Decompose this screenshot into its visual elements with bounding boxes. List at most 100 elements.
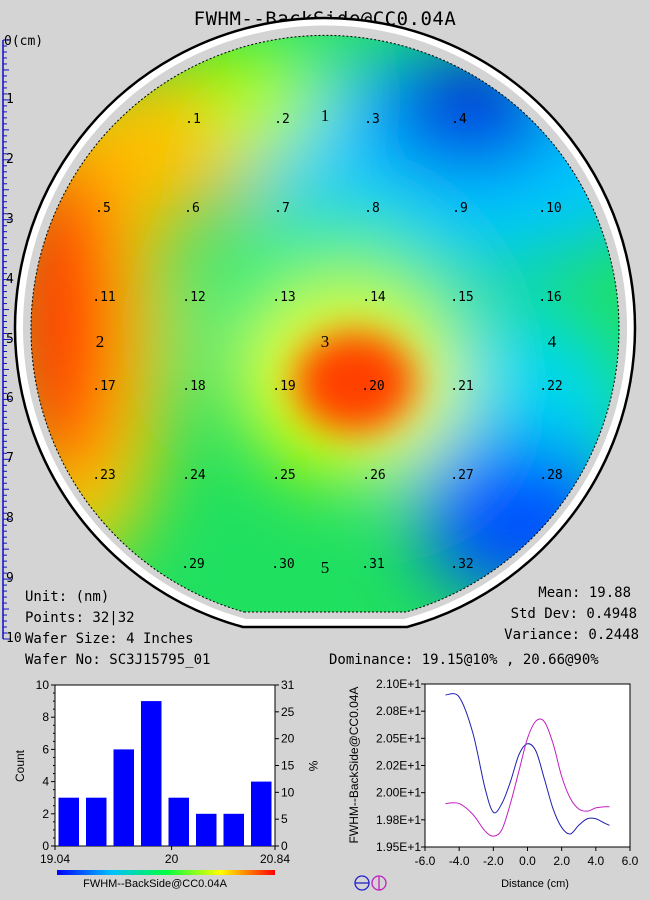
histogram-bar[interactable] — [196, 813, 217, 846]
histogram-x-tick-label: 20 — [165, 852, 179, 866]
ruler-unit-label: 0(cm) — [4, 34, 44, 49]
mean-value: Mean: 19.88 — [538, 585, 631, 601]
region-label: 5 — [321, 558, 330, 577]
measurement-point[interactable]: .29 — [181, 557, 204, 572]
profile-y-tick-label: 2.10E+1 — [376, 677, 421, 691]
profile-series-line — [445, 718, 610, 837]
ruler-tick-label: 10 — [6, 631, 22, 646]
measurement-point[interactable]: .26 — [362, 468, 385, 483]
profile-x-tick-label: 0.0 — [519, 854, 536, 868]
histogram-y-axis-label: Count — [13, 749, 27, 782]
histogram-bar[interactable] — [223, 813, 245, 846]
region-label: 3 — [321, 332, 330, 351]
measurement-point[interactable]: .19 — [272, 379, 295, 394]
profile-x-tick-label: 6.0 — [622, 854, 639, 868]
histogram-y2-tick-label: 20 — [281, 732, 295, 746]
histogram-y2-tick-label: 31 — [281, 678, 295, 692]
ruler-tick-label: 8 — [6, 511, 14, 527]
measurement-point[interactable]: .12 — [182, 290, 205, 305]
wafer-heatmap — [31, 35, 620, 612]
histogram-y2-tick-label: 10 — [281, 785, 295, 799]
histogram-bar[interactable] — [141, 701, 162, 846]
histogram-y-tick-label: 8 — [42, 710, 49, 724]
profile-y-tick-label: 2.08E+1 — [376, 704, 421, 718]
measurement-point[interactable]: .22 — [539, 379, 562, 394]
histogram-y-tick-label: 0 — [42, 839, 49, 853]
histogram-x-axis-label: FWHM--BackSide@CC0.04A — [83, 878, 227, 890]
measurement-point[interactable]: .2 — [274, 112, 290, 127]
measurement-point[interactable]: .3 — [364, 112, 380, 127]
region-label: 2 — [96, 332, 105, 351]
ruler-tick-label: 6 — [6, 391, 14, 407]
profile-y-tick-label: 2.02E+1 — [376, 759, 421, 773]
ruler-tick-label: 3 — [6, 211, 14, 227]
measurement-point[interactable]: .14 — [362, 290, 386, 305]
profile-x-tick-label: -6.0 — [415, 854, 436, 868]
measurement-point[interactable]: .28 — [539, 468, 562, 483]
measurement-point[interactable]: .15 — [450, 290, 473, 305]
wafer-size: Wafer Size: 4 Inches — [25, 631, 194, 647]
histogram-bar[interactable] — [168, 797, 190, 846]
measurement-point[interactable]: .10 — [538, 201, 561, 216]
ruler-tick-label: 4 — [6, 271, 14, 287]
histogram-bar[interactable] — [251, 781, 272, 846]
color-scale-bar — [57, 870, 275, 875]
histogram-x-tick-label: 20.84 — [260, 852, 290, 866]
measurement-point[interactable]: .16 — [538, 290, 561, 305]
profile-line-chart[interactable]: 1.95E+1 1.98E+1 2.00E+1 2.02E+1 2.05E+1 2.08E… — [330, 670, 650, 895]
measurement-point[interactable]: .24 — [182, 468, 206, 483]
histogram-bar[interactable] — [86, 797, 107, 846]
measurement-point[interactable]: .25 — [272, 468, 295, 483]
ruler-tick-label: 1 — [6, 91, 14, 107]
measurement-point[interactable]: .7 — [274, 201, 290, 216]
measurement-point[interactable]: .27 — [450, 468, 473, 483]
measurement-point[interactable]: .5 — [95, 201, 111, 216]
measurement-point[interactable]: .17 — [92, 379, 115, 394]
vertical-profile-icon[interactable] — [371, 875, 387, 891]
profile-x-axis-label: Distance (cm) — [501, 878, 569, 890]
measurement-point[interactable]: .21 — [450, 379, 473, 394]
vertical-ruler — [2, 39, 11, 640]
measurement-point[interactable]: .9 — [452, 201, 468, 216]
histogram-y2-tick-label: 15 — [281, 759, 295, 773]
profile-x-tick-label: 4.0 — [587, 854, 604, 868]
measurement-point[interactable]: .31 — [361, 557, 384, 572]
region-label: 4 — [548, 332, 557, 351]
variance-value: Variance: 0.2448 — [504, 627, 639, 643]
measurement-point[interactable]: .6 — [184, 201, 200, 216]
measurement-point[interactable]: .23 — [92, 468, 115, 483]
ruler-tick-label: 9 — [6, 571, 14, 587]
histogram-y2-tick-label: 25 — [281, 705, 295, 719]
profile-x-tick-label: -4.0 — [449, 854, 470, 868]
histogram-y2-tick-label: 5 — [281, 812, 288, 826]
histogram-y2-tick-label: 0 — [281, 839, 288, 853]
measurement-point[interactable]: .32 — [450, 557, 473, 572]
profile-x-tick-label: -2.0 — [483, 854, 504, 868]
measurement-point[interactable]: .4 — [451, 112, 467, 127]
measurement-point[interactable]: .1 — [185, 112, 201, 127]
histogram-y-tick-label: 2 — [42, 807, 49, 821]
measurement-point[interactable]: .11 — [92, 290, 115, 305]
measurement-point[interactable]: .13 — [272, 290, 295, 305]
histogram-bar[interactable] — [113, 749, 135, 846]
measurement-point[interactable]: .8 — [364, 201, 380, 216]
measurement-point[interactable]: .20 — [361, 379, 384, 394]
measurement-point[interactable]: .30 — [271, 557, 294, 572]
profile-y-tick-label: 2.05E+1 — [376, 731, 421, 745]
horizontal-profile-icon[interactable] — [354, 875, 370, 891]
wafer-map[interactable]: .1 .2 .3 .4 .5 .6 .7 .8 .9 .10 .11 .12 .13 .14 .15 .16.… — [0, 0, 650, 640]
profile-y-tick-label: 1.95E+1 — [376, 840, 421, 854]
profile-x-tick-label: 2.0 — [553, 854, 570, 868]
profile-y-tick-label: 1.98E+1 — [376, 813, 421, 827]
std-dev-value: Std Dev: 0.4948 — [510, 606, 637, 622]
profile-y-tick-label: 2.00E+1 — [376, 786, 421, 800]
histogram-bar[interactable] — [58, 797, 80, 846]
histogram-y-tick-label: 10 — [36, 678, 50, 692]
wafer-number: Wafer No: SC3J15795_01 — [25, 652, 211, 668]
measurement-point[interactable]: .18 — [182, 379, 205, 394]
profile-y-axis-label: FWHM--BackSide@CC0.04A — [347, 687, 361, 844]
points-count: Points: 32|32 — [25, 610, 135, 626]
ruler-tick-label: 5 — [6, 331, 14, 347]
histogram-y2-axis-label: % — [306, 761, 320, 772]
